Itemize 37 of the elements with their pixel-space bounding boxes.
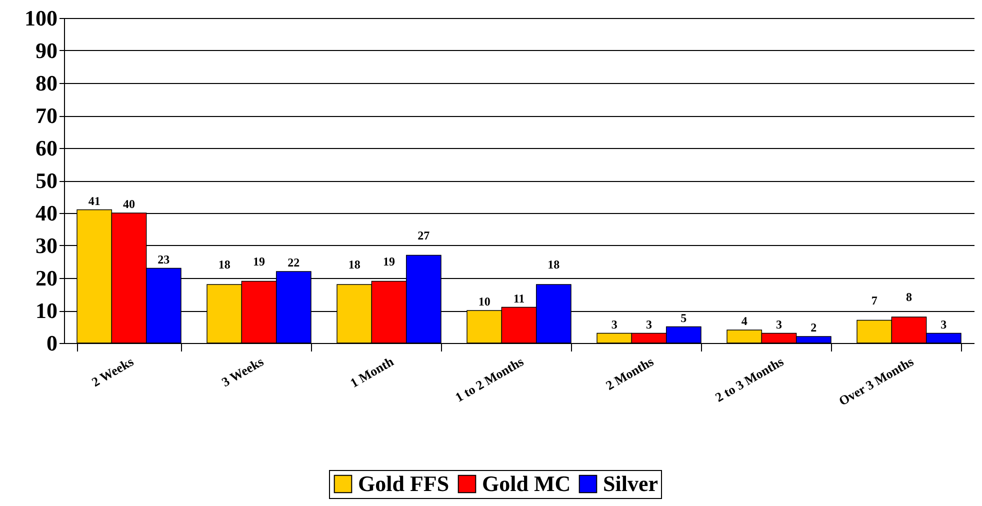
data-label: 18 bbox=[348, 258, 360, 272]
data-label: 23 bbox=[158, 252, 170, 266]
y-tick-label: 60 bbox=[36, 136, 58, 160]
y-tick-label: 70 bbox=[36, 103, 58, 128]
y-tick-label: 0 bbox=[46, 330, 58, 356]
data-label: 3 bbox=[940, 317, 947, 332]
x-tick-label: 3 Weeks bbox=[218, 354, 266, 390]
y-tick-label: 20 bbox=[36, 266, 58, 290]
data-label: 22 bbox=[288, 256, 300, 270]
x-tick-label: 2 Weeks bbox=[88, 354, 136, 390]
data-label: 18 bbox=[548, 258, 560, 272]
y-tick-label: 90 bbox=[36, 38, 58, 63]
legend-label: Gold FFS bbox=[358, 471, 450, 496]
legend-label: Gold MC bbox=[482, 471, 571, 496]
data-label: 41 bbox=[88, 194, 100, 208]
data-label: 11 bbox=[513, 291, 525, 306]
data-label: 8 bbox=[906, 290, 912, 304]
legend-label: Silver bbox=[603, 471, 658, 496]
data-label: 3 bbox=[776, 317, 782, 332]
data-label: 40 bbox=[123, 197, 135, 211]
y-tick-label: 30 bbox=[36, 233, 58, 258]
data-label: 3 bbox=[646, 317, 652, 332]
data-label: 19 bbox=[383, 254, 395, 268]
data-label: 5 bbox=[680, 310, 687, 325]
y-tick-label: 50 bbox=[36, 168, 58, 193]
y-tick-label: 40 bbox=[36, 200, 58, 226]
y-tick-label: 80 bbox=[36, 70, 58, 96]
data-label: 2 bbox=[810, 320, 817, 334]
data-label: 18 bbox=[218, 258, 230, 272]
data-label: 3 bbox=[611, 317, 618, 332]
data-label: 7 bbox=[871, 293, 878, 308]
data-label: 4 bbox=[741, 314, 748, 328]
data-label: 10 bbox=[478, 294, 490, 308]
data-label: 27 bbox=[418, 228, 430, 242]
y-tick-label: 100 bbox=[24, 6, 58, 30]
y-tick-label: 10 bbox=[36, 298, 58, 323]
data-label: 19 bbox=[253, 254, 265, 268]
